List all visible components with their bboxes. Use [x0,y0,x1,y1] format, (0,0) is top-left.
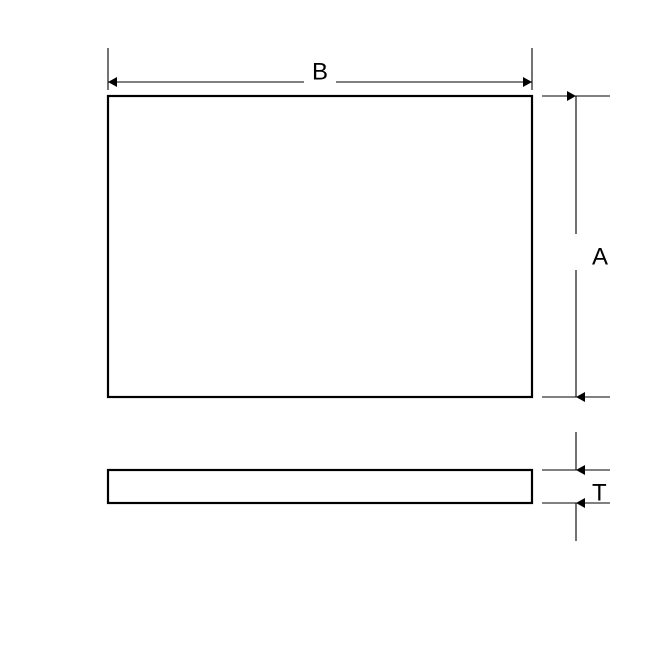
plate-top-view [108,96,532,397]
dimension-t-label: T [592,479,607,506]
dimension-a-label: A [592,243,608,270]
dimension-b-label: B [312,58,328,85]
plate-side-view [108,470,532,503]
